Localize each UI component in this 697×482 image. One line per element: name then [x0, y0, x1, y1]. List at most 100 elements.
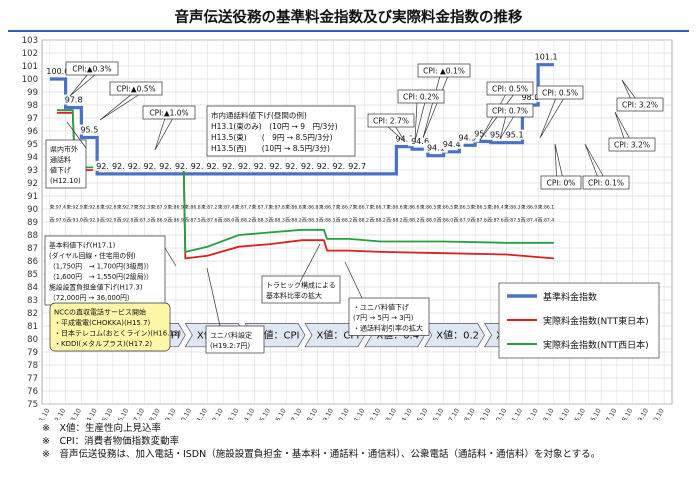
base-value-label: 92.7 [128, 162, 146, 171]
y-tick-label: 96 [27, 127, 38, 137]
pref-toll-box-line: 値下げ [50, 166, 71, 175]
x-tick-label: R4.10 [555, 407, 571, 420]
x-tick-label: H2.10 [51, 407, 68, 420]
legend-label: 実際料金指数(NTT東日本) [543, 315, 649, 327]
x-tick-label: H4.10 [82, 407, 99, 420]
title-divider [8, 30, 689, 32]
west-value-cell: 西:87.6 [487, 217, 503, 223]
base-label-bg [234, 160, 259, 171]
pref-toll-box-line: 県内市外 [50, 145, 78, 154]
west-value-cell: 西:87.5 [504, 217, 520, 223]
x-tick-label: H22.10 [364, 407, 383, 420]
basic-fee-box-line: （72,000円 → 36,000円） [49, 294, 134, 302]
cpi-callout-tail [414, 101, 426, 142]
x-tick-label: R6.10 [586, 407, 602, 420]
cpi-callout-box [109, 81, 163, 96]
east-value-cell: 東:87.4 [218, 203, 234, 210]
xfactor-label: X値：CPI [257, 329, 300, 342]
base-value-label: 100.0 [46, 67, 69, 76]
y-tick-label: 90 [27, 205, 38, 215]
base-label-bg [408, 136, 433, 147]
base-label-bg [329, 160, 354, 171]
x-tick-label: H8.10 [145, 407, 162, 420]
west-value-cell: 西:87.4 [521, 217, 537, 223]
east-value-cell: 東:92.8 [100, 203, 116, 210]
x-tick-label: H18.10 [301, 407, 320, 420]
x-tick-label: H9.10 [161, 407, 178, 420]
base-value-label: 92.7 [112, 162, 130, 171]
traffic-box-line: 基本料比率の拡大 [266, 291, 322, 300]
legend-label: 実際料金指数(NTT西日本) [543, 339, 649, 351]
cpi-callout-tail [69, 73, 97, 97]
base-value-label: 92.7 [143, 162, 161, 171]
west-value-cell: 西:88.0 [420, 217, 436, 223]
east-value-cell: 東:92.8 [83, 203, 99, 210]
east-value-cell: 東:86.7 [353, 203, 369, 210]
x-tick-label: R10.10 [647, 407, 665, 420]
west-value-cell: 西:87.4 [538, 217, 554, 223]
pref-toll-box [45, 139, 87, 189]
cpi-callout-text: CPI:▲0.5% [116, 85, 155, 94]
x-tick-label: H23.10 [379, 407, 398, 420]
west-value-cell: 西:88.3 [302, 217, 318, 223]
x-tick-label: H15.10 [253, 407, 272, 420]
west-value-cell: 西:87.9 [454, 217, 470, 223]
east-value-cell: 東:86.9 [167, 203, 183, 210]
west-value-cell: 西:88.2 [336, 217, 352, 223]
x-tick-label: H27.10 [442, 407, 461, 420]
x-tick-label: R2.10 [523, 407, 539, 420]
ncc-box-line: ・日本テレコム(おとくライン)(H16.12) [54, 329, 181, 338]
base-label-bg [156, 160, 181, 171]
base-label-bg [439, 138, 464, 149]
x-tick-label: H30.10 [490, 407, 509, 420]
y-tick-label: 100 [22, 75, 38, 85]
east-value-cell: 東:86.0 [521, 203, 537, 210]
west-value-cell: 西:92.9 [100, 217, 116, 223]
base-label-bg [187, 160, 212, 171]
base-value-label: 92.7 [254, 162, 272, 171]
y-tick-label: 79 [27, 348, 38, 358]
cpi-callout-text: CPI: 0.5% [542, 89, 578, 98]
y-tick-label: 93 [27, 166, 38, 176]
series-line-base [49, 63, 554, 176]
y-tick-label: 91 [27, 192, 38, 202]
leader-line [164, 247, 177, 267]
east-value-cell: 東:86.8 [302, 203, 318, 210]
y-tick-label: 97 [27, 114, 38, 124]
base-label-bg [518, 92, 543, 102]
traffic-box-line: トラヒック構成による [266, 281, 336, 290]
basic-fee-box-line: 施設設置負担金値下げ(H17.3) [49, 283, 143, 292]
universal-down-box-line: ・ユニバ料値下げ [353, 303, 409, 312]
footnotes: ※ X値：生産性向上見込率 ※ CPI：消費者物価指数変動率 ※ 音声伝送役務は… [42, 422, 692, 461]
basic-fee-box [44, 235, 166, 306]
base-label-bg [471, 128, 496, 139]
x-tick-label: H21.10 [348, 407, 367, 420]
east-value-cell: 東:87.7 [235, 203, 251, 210]
east-value-cell: 東:87.2 [201, 203, 217, 210]
legend-label: 基準料金指数 [543, 291, 597, 303]
cpi-callout-tail [499, 115, 515, 140]
basic-fee-box-line: (ダイヤル回線・住宅用の例) [49, 251, 136, 260]
cpi-callout-text: CPI:▲0.3% [72, 65, 111, 74]
west-value-cell: 西:93.0 [66, 217, 82, 223]
east-value-cell: 東:87.9 [151, 203, 167, 210]
east-value-cell: 東:86.7 [369, 203, 385, 210]
cpi-callout-box [536, 85, 584, 100]
footnote-scope: ※ 音声伝送役務は、加入電話・ISDN（施設設置負担金・基本料・通話料・通信料）… [42, 449, 601, 460]
west-value-cell: 西:88.2 [235, 217, 251, 223]
base-label-bg [61, 94, 86, 105]
west-value-cell: 西:87.8 [470, 217, 486, 223]
y-tick-label: 98 [27, 101, 38, 111]
east-value-cell: 東:86.5 [470, 203, 486, 210]
x-tick-label: H26.10 [427, 407, 446, 420]
base-label-bg [423, 142, 448, 153]
x-tick-label: H16.10 [269, 407, 288, 420]
east-value-cell: 東:87.7 [252, 203, 268, 210]
leader-line [299, 243, 321, 283]
local-call-box-line: H13.5(西) (10円 → 8.5円/3分) [211, 144, 330, 153]
west-value-cell: 西:92.8 [117, 217, 133, 223]
x-tick-label: R7.10 [602, 407, 618, 420]
x-tick-label: H11.10 [190, 407, 209, 420]
local-call-box [206, 105, 356, 157]
